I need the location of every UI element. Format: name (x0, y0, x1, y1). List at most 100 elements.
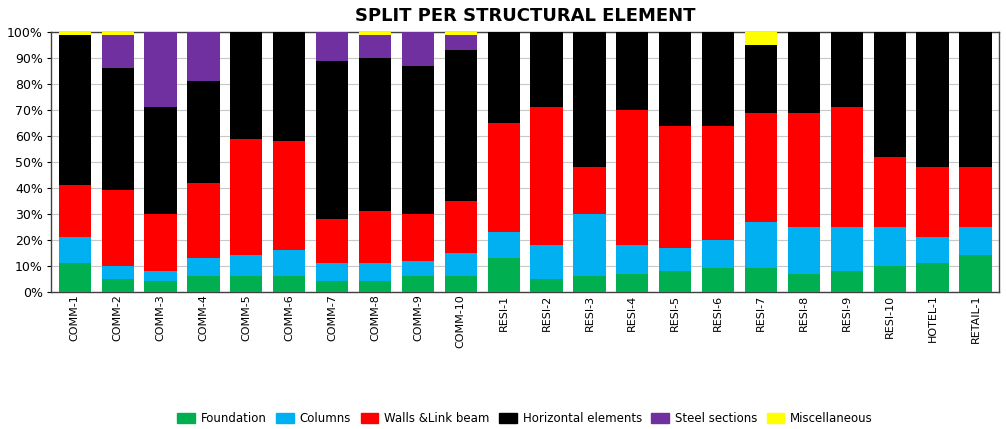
Bar (617, 110, 649, 245)
Bar (401, 32, 434, 66)
Bar (916, 32, 949, 167)
Bar (530, 279, 562, 292)
Bar (102, 32, 134, 35)
Bar (187, 258, 219, 276)
Bar (102, 190, 134, 266)
Bar (702, 126, 734, 240)
Bar (960, 227, 992, 255)
Bar (230, 139, 263, 255)
Bar (145, 32, 177, 107)
Bar (359, 58, 391, 211)
Bar (273, 32, 305, 141)
Bar (102, 68, 134, 190)
Bar (916, 167, 949, 237)
Bar (401, 276, 434, 292)
Bar (873, 266, 905, 292)
Bar (273, 276, 305, 292)
Bar (445, 35, 477, 50)
Bar (445, 253, 477, 276)
Bar (831, 271, 863, 292)
Bar (617, 245, 649, 274)
Bar (831, 107, 863, 227)
Bar (102, 266, 134, 279)
Bar (359, 35, 391, 58)
Bar (145, 281, 177, 292)
Bar (530, 32, 562, 107)
Bar (831, 227, 863, 271)
Bar (788, 32, 820, 112)
Bar (316, 219, 348, 263)
Bar (145, 107, 177, 214)
Bar (617, 32, 649, 110)
Bar (187, 183, 219, 258)
Bar (230, 276, 263, 292)
Bar (788, 227, 820, 274)
Bar (102, 279, 134, 292)
Bar (401, 214, 434, 260)
Bar (145, 271, 177, 281)
Bar (58, 35, 91, 185)
Bar (873, 157, 905, 227)
Bar (145, 214, 177, 271)
Bar (617, 274, 649, 292)
Bar (744, 112, 777, 222)
Bar (488, 258, 520, 292)
Bar (58, 237, 91, 263)
Bar (488, 123, 520, 232)
Bar (573, 276, 606, 292)
Bar (187, 82, 219, 183)
Bar (359, 281, 391, 292)
Bar (916, 237, 949, 263)
Bar (873, 32, 905, 157)
Bar (316, 263, 348, 281)
Bar (744, 45, 777, 112)
Bar (702, 240, 734, 269)
Bar (316, 32, 348, 60)
Bar (788, 274, 820, 292)
Bar (702, 32, 734, 126)
Bar (960, 32, 992, 167)
Bar (58, 32, 91, 35)
Bar (873, 227, 905, 266)
Bar (273, 141, 305, 250)
Bar (316, 60, 348, 219)
Bar (744, 269, 777, 292)
Bar (187, 276, 219, 292)
Bar (744, 32, 777, 45)
Bar (530, 245, 562, 279)
Bar (573, 214, 606, 276)
Bar (702, 269, 734, 292)
Bar (445, 276, 477, 292)
Bar (445, 32, 477, 35)
Bar (960, 167, 992, 227)
Bar (401, 260, 434, 276)
Bar (530, 107, 562, 245)
Bar (359, 211, 391, 263)
Bar (230, 255, 263, 276)
Bar (230, 32, 263, 139)
Bar (488, 232, 520, 258)
Bar (488, 32, 520, 123)
Bar (401, 66, 434, 214)
Bar (573, 167, 606, 214)
Bar (960, 255, 992, 292)
Bar (187, 32, 219, 82)
Legend: Foundation, Columns, Walls &Link beam, Horizontal elements, Steel sections, Misc: Foundation, Columns, Walls &Link beam, H… (174, 408, 876, 429)
Bar (58, 185, 91, 237)
Bar (445, 201, 477, 253)
Bar (573, 32, 606, 167)
Bar (916, 263, 949, 292)
Bar (659, 248, 691, 271)
Bar (788, 112, 820, 227)
Bar (831, 32, 863, 107)
Bar (359, 263, 391, 281)
Bar (659, 32, 691, 126)
Bar (659, 126, 691, 248)
Bar (744, 222, 777, 269)
Bar (58, 263, 91, 292)
Bar (659, 271, 691, 292)
Bar (445, 50, 477, 201)
Bar (273, 250, 305, 276)
Bar (102, 35, 134, 68)
Bar (316, 281, 348, 292)
